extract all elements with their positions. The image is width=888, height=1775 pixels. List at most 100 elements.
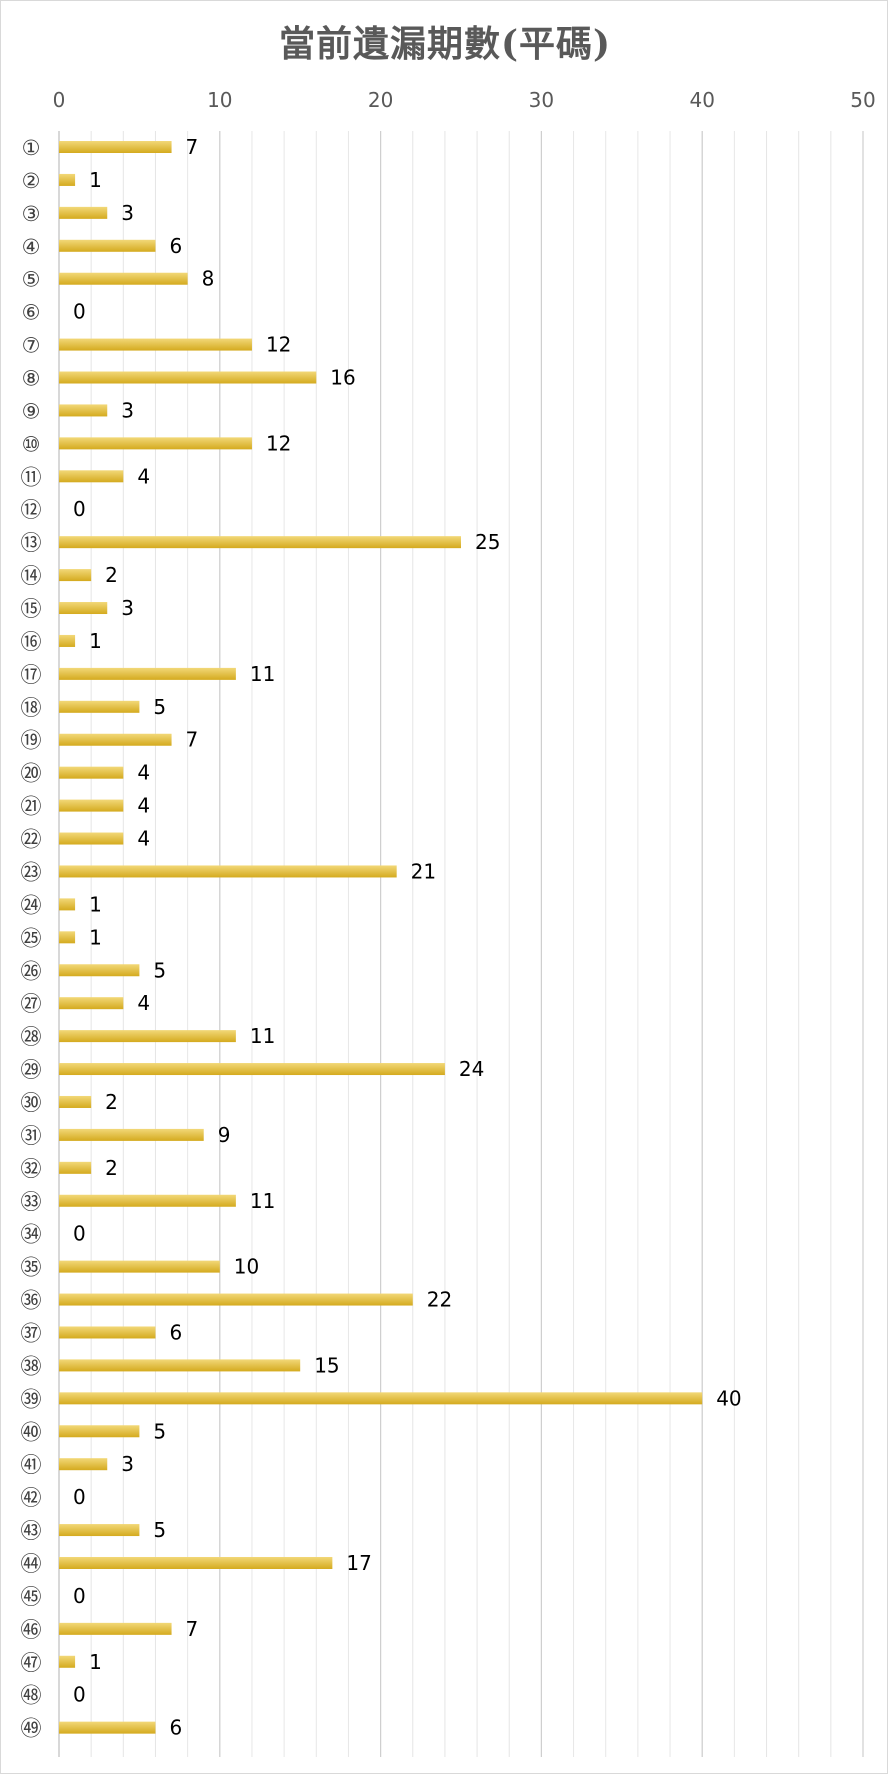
bar (59, 437, 252, 450)
data-label: 1 (89, 168, 102, 192)
bar (59, 898, 76, 911)
data-label: 0 (73, 300, 86, 324)
data-labels: 7136801216312402523111574442111541124292… (73, 135, 742, 1740)
category-label: ④ (22, 235, 41, 259)
category-label: ⑦ (22, 334, 41, 358)
data-label: 24 (459, 1057, 484, 1081)
category-label: ⑬ (21, 531, 42, 555)
category-label: ㊷ (21, 1486, 42, 1510)
bar (59, 634, 76, 647)
category-label: ⑤ (22, 268, 41, 292)
category-label: ㉜ (21, 1157, 42, 1181)
gridlines (58, 131, 864, 1757)
data-label: 6 (169, 1716, 182, 1740)
bar (59, 470, 124, 483)
data-label: 2 (105, 1090, 118, 1114)
bar (59, 206, 108, 219)
category-label: ⑯ (21, 630, 42, 654)
bar (59, 832, 124, 845)
data-label: 17 (346, 1551, 371, 1575)
data-label: 12 (266, 333, 291, 357)
category-label: ㊲ (21, 1321, 42, 1345)
y-axis-categories: ① ② ③ ④ ⑤ ⑥ ⑦ ⑧ ⑨ ⑩ ⑪ ⑫ ⑬ ⑭ ⑮ ⑯ ⑰ ⑱ ⑲ ⑳ ㉑㉒㉓㉔㉕㉖㉗㉘㉙㉚㉛㉜㉝㉞㉟㊱㊲㊳㊴㊵… (21, 136, 42, 1741)
data-label: 3 (121, 1452, 134, 1476)
bar (59, 1425, 140, 1438)
category-label: ㊴ (21, 1387, 42, 1411)
data-label: 1 (89, 892, 102, 916)
bar (59, 1655, 76, 1668)
data-label: 40 (716, 1386, 741, 1410)
bar (59, 1359, 301, 1372)
data-label: 6 (169, 234, 182, 258)
category-label: ㊾ (21, 1717, 42, 1741)
data-label: 11 (250, 662, 275, 686)
category-label: ㉔ (21, 893, 42, 917)
bars (59, 141, 703, 1734)
category-label: ㉒ (21, 828, 42, 852)
data-label: 2 (105, 563, 118, 587)
data-label: 1 (89, 629, 102, 653)
data-label: 3 (121, 398, 134, 422)
category-label: ㉚ (21, 1091, 42, 1115)
bar (59, 371, 317, 384)
bar (59, 865, 397, 878)
category-label: ㊽ (21, 1684, 42, 1708)
category-label: ③ (22, 202, 41, 226)
category-label: ⑮ (21, 597, 42, 621)
data-label: 22 (427, 1288, 452, 1312)
data-label: 5 (153, 1518, 166, 1542)
data-label: 4 (137, 464, 150, 488)
x-axis-ticks: 0 10 20 30 40 50 (53, 88, 876, 112)
bar (59, 1622, 172, 1635)
category-label: ㊹ (21, 1552, 42, 1576)
data-label: 0 (73, 497, 86, 521)
bar (59, 667, 236, 680)
data-label: 8 (202, 267, 215, 291)
bar (59, 239, 156, 252)
bar (59, 272, 188, 285)
data-label: 0 (73, 1222, 86, 1246)
bar (59, 1095, 92, 1108)
data-label: 5 (153, 958, 166, 982)
bar (59, 733, 172, 746)
data-label: 21 (411, 859, 436, 883)
bar (59, 173, 76, 186)
category-label: ㊶ (21, 1453, 42, 1477)
bar (59, 931, 76, 944)
data-label: 4 (137, 794, 150, 818)
category-label: ⑳ (21, 762, 42, 786)
data-label: 4 (137, 761, 150, 785)
category-label: ㉑ (21, 795, 42, 819)
data-label: 5 (153, 1419, 166, 1443)
bar (59, 766, 124, 779)
category-label: ㉖ (21, 959, 42, 983)
x-tick-label: 50 (850, 88, 875, 112)
data-label: 15 (314, 1353, 339, 1377)
data-label: 0 (73, 1683, 86, 1707)
category-label: ㊸ (21, 1519, 42, 1543)
bar (59, 997, 124, 1010)
x-tick-label: 0 (53, 88, 66, 112)
data-label: 25 (475, 530, 500, 554)
chart-title: 當前遺漏期數(平碼) (278, 23, 612, 65)
category-label: ㉗ (21, 992, 42, 1016)
category-label: ⑰ (21, 663, 42, 687)
data-label: 5 (153, 695, 166, 719)
data-label: 4 (137, 827, 150, 851)
data-label: 6 (169, 1320, 182, 1344)
bar (59, 799, 124, 812)
category-label: ⑨ (22, 399, 41, 423)
category-label: ㊺ (21, 1585, 42, 1609)
category-label: ⑥ (22, 301, 41, 325)
data-label: 0 (73, 1584, 86, 1608)
category-label: ㉕ (21, 926, 42, 950)
bar (59, 1458, 108, 1471)
category-label: ⑲ (21, 729, 42, 753)
bar (59, 1128, 204, 1141)
category-label: ⑱ (21, 696, 42, 720)
bar (59, 1194, 236, 1207)
data-label: 3 (121, 596, 134, 620)
bar (59, 602, 108, 615)
bar (59, 338, 252, 351)
data-label: 16 (330, 366, 355, 390)
